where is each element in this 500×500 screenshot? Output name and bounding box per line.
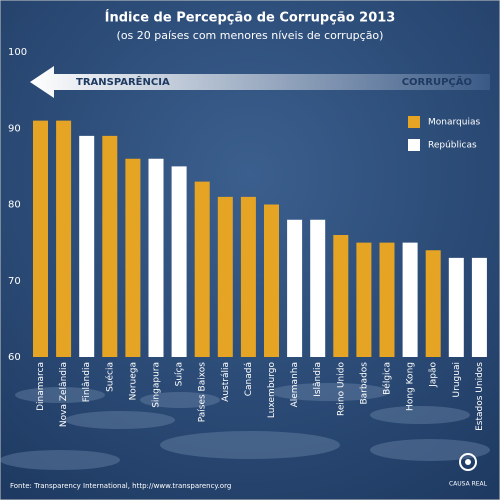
x-tick-label: Bélgica [382,362,393,395]
x-tick-label: Suíça [175,362,185,386]
chart-subtitle: (os 20 países com menores níveis de corr… [117,29,384,42]
x-tick-label: Uruguai [452,362,462,397]
x-tick-label: Islândia [313,362,323,397]
bar [125,158,141,357]
x-tick-label: Alemanha [290,362,300,407]
x-tick-label: Hong Kong [406,362,416,411]
x-tick-label: Barbados [359,362,369,405]
x-tick-label: Noruega [128,362,138,400]
chart-title: Índice de Percepção de Corrupção 2013 [105,10,396,26]
decoration [0,383,490,470]
legend-label: Monarquias [428,118,480,128]
bar [79,135,95,357]
y-tick-label: 60 [8,352,21,363]
y-tick-label: 70 [8,276,21,287]
x-tick-label: Nova Zelândia [59,362,69,427]
bar [333,235,349,357]
y-tick-label: 80 [8,200,21,211]
bar [402,242,418,357]
bar [379,242,395,357]
bar [287,219,303,357]
annotation: TRANSPARÊNCIA [76,75,170,88]
bar [240,196,256,357]
bar [194,181,210,357]
y-tick-label: 100 [8,47,27,58]
bar [56,120,72,357]
bar [217,196,233,357]
bar [148,158,164,357]
logo: CAUSA REAL [449,481,488,488]
x-tick-label: Luxemburgo [267,362,277,419]
x-tick-label: Reino Unido [336,362,346,416]
x-tick-label: Dinamarca [36,362,46,411]
x-tick-label: Japão [429,362,439,388]
bar [171,166,187,357]
bar [33,120,48,357]
y-tick-label: 90 [8,123,21,134]
legend-swatch [408,139,420,151]
legend-swatch [408,116,420,128]
bar [448,257,464,357]
bar [356,242,372,357]
x-tick-label: Canadá [244,362,254,396]
x-tick-label: Países Baixos [198,362,208,423]
arrow [30,66,490,98]
bar [425,250,441,357]
bar [264,204,279,357]
x-tick-label: Singapura [152,362,162,408]
x-tick-label: Finlândia [82,362,92,402]
x-tick-label: Austrália [221,362,231,402]
legend-label: Repúblicas [428,141,477,151]
source: Fonte: Transparency International, http:… [10,482,231,490]
x-tick-label: Suécia [104,362,115,392]
annotation: CORRUPÇÃO [402,75,472,88]
x-tick-label: Estados Unidos [475,362,485,431]
bar [310,219,326,357]
bar [471,257,487,357]
logo-icon [459,453,477,471]
bar [102,135,118,357]
